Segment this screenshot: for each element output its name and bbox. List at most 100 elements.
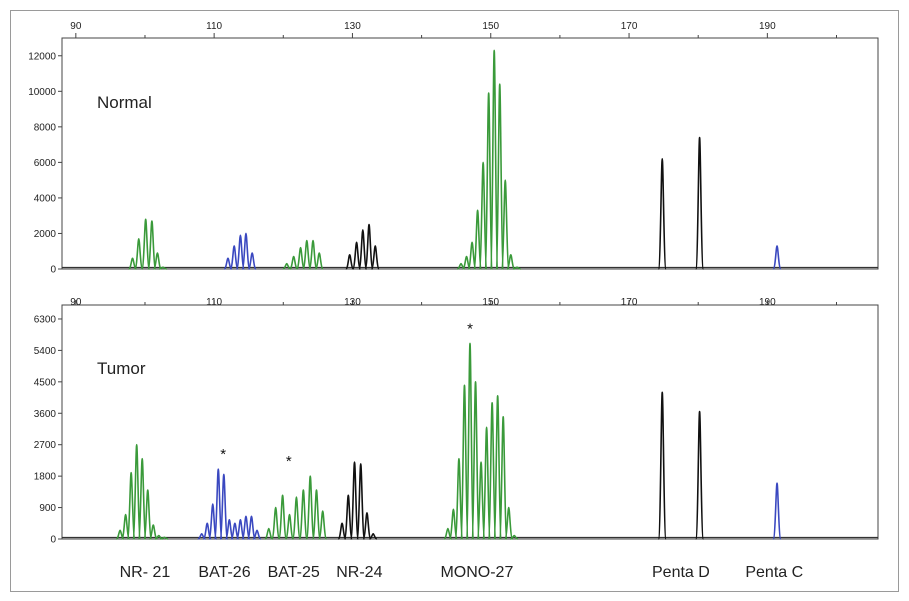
marker-label: BAT-26 — [198, 564, 250, 581]
y-tick-label: 0 — [50, 535, 56, 546]
peak-group — [265, 476, 327, 539]
peak — [472, 382, 480, 539]
peak — [496, 84, 504, 269]
y-tick-label: 5400 — [34, 346, 57, 357]
y-tick-label: 4000 — [34, 193, 57, 204]
y-tick-label: 3600 — [34, 409, 57, 420]
peak-group — [283, 241, 323, 269]
marker-label: NR-24 — [336, 564, 382, 581]
peak — [306, 476, 314, 539]
peak — [148, 221, 156, 269]
peak — [315, 253, 323, 269]
x-tick-label: 110 — [206, 297, 222, 308]
peak-group — [346, 225, 379, 269]
plot-area — [62, 305, 878, 539]
peak — [499, 417, 507, 539]
peak — [230, 246, 238, 269]
x-tick-label: 90 — [70, 297, 82, 308]
y-tick-label: 0 — [50, 265, 56, 276]
peak — [369, 534, 377, 539]
x-tick-label: 190 — [759, 21, 776, 32]
peak — [658, 392, 666, 539]
x-tick-label: 90 — [70, 21, 82, 32]
y-tick-label: 12000 — [28, 51, 56, 62]
peak — [272, 508, 280, 539]
y-tick-label: 8000 — [34, 122, 57, 133]
x-tick-label: 130 — [344, 297, 361, 308]
asterisk-annotation: * — [286, 453, 292, 470]
peak — [696, 412, 704, 539]
peak — [371, 246, 379, 269]
marker-label: NR- 21 — [120, 564, 171, 581]
peak — [242, 233, 250, 269]
peak-group — [457, 50, 521, 269]
peak — [359, 230, 367, 269]
x-tick-label: 170 — [621, 21, 638, 32]
panel-label: Tumor — [97, 359, 146, 378]
peak — [279, 495, 287, 539]
peak — [248, 253, 256, 269]
peak — [293, 497, 301, 539]
x-tick-label: 150 — [482, 21, 499, 32]
x-tick-label: 130 — [344, 21, 361, 32]
peak — [344, 495, 352, 539]
peak-group — [773, 483, 781, 539]
x-tick-label: 110 — [206, 21, 222, 32]
peak — [283, 264, 291, 269]
peak — [773, 246, 781, 269]
peak — [357, 464, 365, 539]
panel-normal: 90 110 130 150 170 190 0 2000 4000 6000 8000 10000 1… — [28, 21, 878, 276]
y-tick-label: 1800 — [34, 472, 57, 483]
peak — [297, 248, 305, 269]
y-tick-label: 900 — [39, 503, 56, 514]
peak-group — [129, 219, 167, 269]
peak — [303, 241, 311, 269]
peak-group — [198, 469, 261, 539]
peak — [286, 515, 294, 539]
panel-tumor: 90 110 130 150 170 190 0 900 1800 2700 3600 4500 540… — [34, 297, 878, 546]
peak-group — [658, 138, 703, 269]
y-tick-label: 2000 — [34, 229, 57, 240]
peak — [248, 516, 256, 539]
peak — [220, 474, 228, 539]
peak — [696, 138, 704, 269]
peak — [300, 490, 308, 539]
peak — [313, 490, 321, 539]
y-tick-label: 4500 — [34, 377, 57, 388]
peak-group — [773, 246, 781, 269]
peak — [365, 225, 373, 269]
peak — [351, 462, 359, 539]
peak — [363, 513, 371, 539]
x-tick-label: 150 — [482, 297, 499, 308]
peak — [338, 523, 346, 539]
peak-group — [116, 445, 168, 539]
peak — [319, 511, 327, 539]
x-tick-label: 190 — [759, 297, 776, 308]
peak-group — [338, 462, 377, 539]
y-tick-label: 10000 — [28, 87, 56, 98]
marker-label: Penta D — [652, 564, 710, 581]
peak-group — [224, 233, 256, 269]
asterisk-annotation: * — [467, 320, 473, 337]
marker-label: Penta C — [745, 564, 803, 581]
asterisk-annotation: * — [220, 446, 226, 463]
panel-label: Normal — [97, 93, 152, 112]
peak — [346, 255, 354, 269]
plot-area — [62, 38, 878, 269]
peak — [773, 483, 781, 539]
panels: 90 110 130 150 170 190 0 2000 4000 6000 8000 10000 1… — [28, 21, 878, 546]
peak-group — [658, 392, 703, 539]
y-tick-label: 6300 — [34, 314, 57, 325]
y-tick-label: 6000 — [34, 158, 57, 169]
x-tick-label: 170 — [621, 297, 638, 308]
y-tick-label: 2700 — [34, 440, 57, 451]
peak — [142, 219, 150, 269]
marker-label: BAT-25 — [268, 564, 320, 581]
peak-group — [444, 343, 518, 539]
marker-label: MONO-27 — [440, 564, 513, 581]
peak — [658, 159, 666, 269]
marker-labels: NR- 21 BAT-26 BAT-25 NR-24 MONO-27 Penta D Pen… — [120, 564, 804, 581]
peak — [309, 241, 317, 269]
peak — [135, 239, 143, 269]
